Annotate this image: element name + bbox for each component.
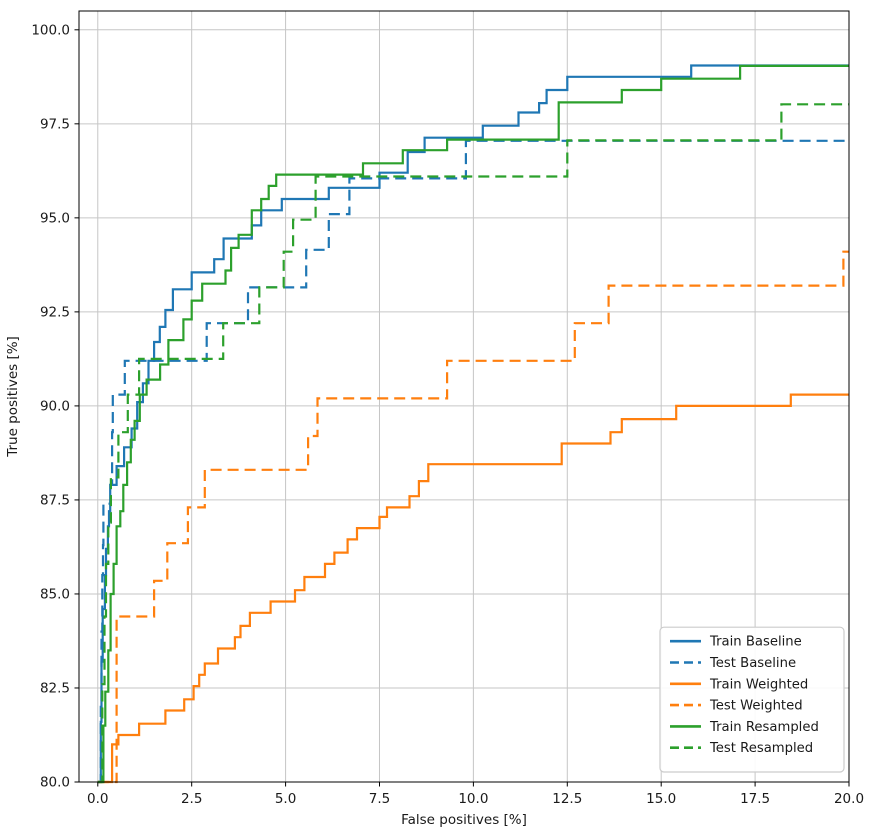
series-test-weighted-line — [97, 250, 849, 784]
x-tick-label: 7.5 — [369, 791, 390, 807]
legend-item-train-weighted: Train Weighted — [670, 677, 808, 692]
legend-item-test-weighted: Test Weighted — [670, 699, 803, 714]
legend-label: Test Weighted — [709, 699, 803, 714]
series-test-baseline-line — [97, 139, 849, 784]
y-tick-label: 97.5 — [40, 116, 70, 132]
x-tick-label: 15.0 — [646, 791, 676, 807]
x-tick-label: 10.0 — [458, 791, 488, 807]
legend-box — [659, 626, 845, 773]
legend-item-test-baseline: Test Baseline — [670, 656, 796, 671]
series-train-resampled-line — [97, 64, 849, 784]
legend-label: Test Resampled — [709, 741, 813, 756]
legend: Train Baseline Test Baseline Train Weighte… — [659, 626, 845, 773]
y-tick-label: 100.0 — [31, 22, 70, 38]
legend-item-train-baseline: Train Baseline — [670, 635, 802, 650]
y-tick-label: 87.5 — [40, 492, 70, 508]
y-tick-label: 85.0 — [40, 586, 70, 602]
series-train-weighted-line — [97, 393, 849, 784]
x-axis-label: False positives [%] — [401, 812, 527, 828]
y-tick-label: 92.5 — [40, 304, 70, 320]
x-tick-label: 5.0 — [275, 791, 296, 807]
legend-item-test-resampled: Test Resampled — [670, 741, 813, 756]
series-test-resampled-line — [97, 103, 849, 784]
tick-layer: 0.0 2.5 5.0 7.5 10.0 12.5 15.0 17.5 20.0 80.0 82.5… — [31, 22, 864, 807]
x-tick-label: 17.5 — [740, 791, 770, 807]
x-tick-label: 0.0 — [87, 791, 108, 807]
plot-border — [78, 10, 850, 783]
legend-label: Train Weighted — [709, 677, 808, 692]
x-tick-label: 2.5 — [181, 791, 202, 807]
y-tick-label: 95.0 — [40, 210, 70, 226]
x-tick-label: 12.5 — [552, 791, 582, 807]
y-axis-label: True positives [%] — [5, 336, 21, 458]
legend-label: Train Resampled — [709, 720, 819, 735]
legend-label: Train Baseline — [709, 635, 802, 650]
series-layer — [97, 64, 849, 784]
legend-item-train-resampled: Train Resampled — [670, 720, 819, 735]
y-tick-label: 82.5 — [40, 680, 70, 696]
y-tick-label: 80.0 — [40, 775, 70, 791]
legend-label: Test Baseline — [709, 656, 796, 671]
y-tick-label: 90.0 — [40, 398, 70, 414]
x-tick-label: 20.0 — [834, 791, 864, 807]
series-train-baseline-line — [97, 64, 849, 784]
